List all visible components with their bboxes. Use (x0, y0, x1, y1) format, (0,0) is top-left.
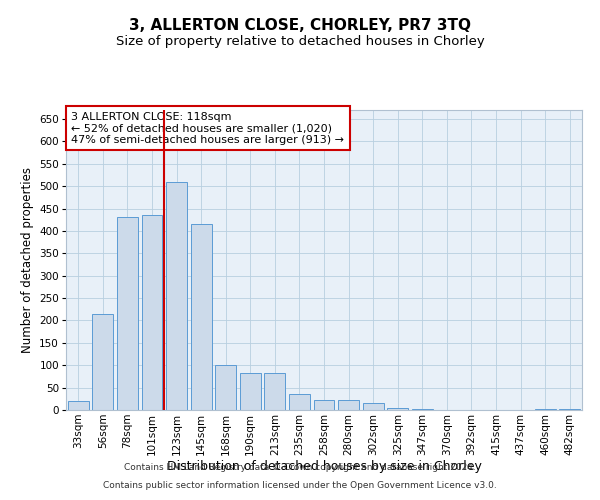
Bar (68, 401, 89, 410)
Text: 3 ALLERTON CLOSE: 118sqm
← 52% of detached houses are smaller (1,020)
47% of sem: 3 ALLERTON CLOSE: 118sqm ← 52% of detach… (71, 112, 344, 144)
X-axis label: Distribution of detached houses by size in Chorley: Distribution of detached houses by size … (167, 460, 481, 473)
Bar (166, 182, 187, 410)
Bar (314, 400, 334, 410)
Bar (240, 373, 261, 410)
Bar (362, 404, 383, 410)
Bar (191, 224, 212, 410)
Bar (338, 400, 359, 410)
Y-axis label: Number of detached properties: Number of detached properties (21, 167, 34, 353)
Bar (117, 218, 138, 410)
Bar (265, 373, 286, 410)
Bar (289, 394, 310, 410)
Bar (387, 408, 408, 410)
Text: 3, ALLERTON CLOSE, CHORLEY, PR7 3TQ: 3, ALLERTON CLOSE, CHORLEY, PR7 3TQ (129, 18, 471, 32)
Text: Size of property relative to detached houses in Chorley: Size of property relative to detached ho… (116, 35, 484, 48)
Text: Contains public sector information licensed under the Open Government Licence v3: Contains public sector information licen… (103, 481, 497, 490)
Bar (412, 408, 433, 410)
Bar (92, 314, 113, 410)
Bar (142, 215, 163, 410)
Bar (535, 409, 556, 410)
Text: Contains HM Land Registry data © Crown copyright and database right 2024.: Contains HM Land Registry data © Crown c… (124, 464, 476, 472)
Bar (215, 365, 236, 410)
Bar (559, 409, 580, 410)
